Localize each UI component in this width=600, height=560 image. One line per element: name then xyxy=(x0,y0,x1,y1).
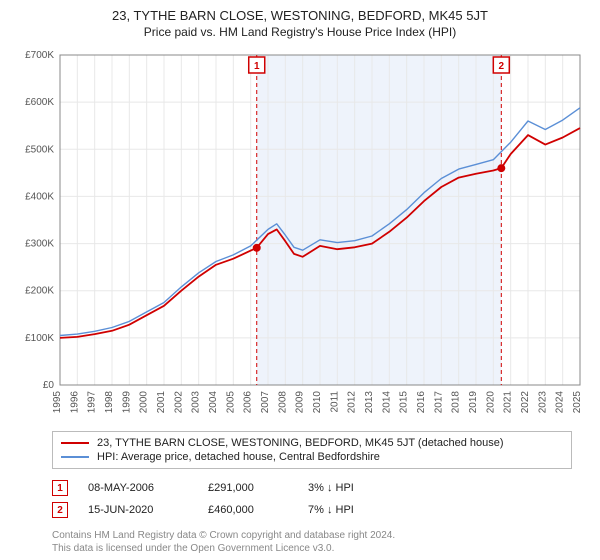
chart-subtitle: Price paid vs. HM Land Registry's House … xyxy=(12,25,588,39)
event-row: 1 08-MAY-2006 £291,000 3% ↓ HPI xyxy=(52,477,588,499)
svg-text:1996: 1996 xyxy=(69,391,80,414)
event-marker-icon: 2 xyxy=(52,502,68,518)
chart-title: 23, TYTHE BARN CLOSE, WESTONING, BEDFORD… xyxy=(12,8,588,23)
svg-text:£200K: £200K xyxy=(25,286,54,297)
svg-text:2004: 2004 xyxy=(208,391,219,414)
svg-text:1997: 1997 xyxy=(87,391,98,414)
svg-text:2006: 2006 xyxy=(243,391,254,414)
events-table: 1 08-MAY-2006 £291,000 3% ↓ HPI 2 15-JUN… xyxy=(52,477,588,521)
event-pct: 3% ↓ HPI xyxy=(308,482,398,494)
svg-text:2014: 2014 xyxy=(381,391,392,414)
svg-text:£500K: £500K xyxy=(25,144,54,155)
event-price: £291,000 xyxy=(208,482,288,494)
event-date: 08-MAY-2006 xyxy=(88,482,188,494)
chart-container: 23, TYTHE BARN CLOSE, WESTONING, BEDFORD… xyxy=(0,0,600,560)
svg-text:£0: £0 xyxy=(43,380,55,391)
svg-text:1999: 1999 xyxy=(121,391,132,414)
svg-text:£600K: £600K xyxy=(25,97,54,108)
svg-text:2002: 2002 xyxy=(173,391,184,414)
svg-text:2005: 2005 xyxy=(225,391,236,414)
svg-text:2: 2 xyxy=(499,61,505,72)
svg-text:2021: 2021 xyxy=(503,391,514,414)
svg-text:2015: 2015 xyxy=(399,391,410,414)
svg-text:2000: 2000 xyxy=(139,391,150,414)
footer-line: This data is licensed under the Open Gov… xyxy=(52,542,588,555)
svg-text:2016: 2016 xyxy=(416,391,427,414)
legend-label: HPI: Average price, detached house, Cent… xyxy=(97,451,380,463)
svg-text:2007: 2007 xyxy=(260,391,271,414)
svg-text:2020: 2020 xyxy=(485,391,496,414)
svg-text:2017: 2017 xyxy=(433,391,444,414)
svg-text:£400K: £400K xyxy=(25,191,54,202)
legend: 23, TYTHE BARN CLOSE, WESTONING, BEDFORD… xyxy=(52,431,572,469)
event-marker-icon: 1 xyxy=(52,480,68,496)
svg-text:2025: 2025 xyxy=(572,391,583,414)
chart-svg: £0 £100K £200K £300K £400K £500K £600K £700K 199… xyxy=(12,45,588,425)
svg-text:1: 1 xyxy=(254,61,260,72)
legend-item: HPI: Average price, detached house, Cent… xyxy=(61,450,563,464)
svg-text:1995: 1995 xyxy=(52,391,63,414)
svg-text:£700K: £700K xyxy=(25,50,54,61)
svg-text:2022: 2022 xyxy=(520,391,531,414)
svg-text:2008: 2008 xyxy=(277,391,288,414)
svg-text:2003: 2003 xyxy=(191,391,202,414)
svg-text:2018: 2018 xyxy=(451,391,462,414)
event-pct: 7% ↓ HPI xyxy=(308,504,398,516)
svg-text:2001: 2001 xyxy=(156,391,167,414)
chart-area: £0 £100K £200K £300K £400K £500K £600K £700K 199… xyxy=(12,45,588,425)
legend-swatch-property xyxy=(61,442,89,444)
event-date: 15-JUN-2020 xyxy=(88,504,188,516)
svg-text:£100K: £100K xyxy=(25,333,54,344)
svg-text:£300K: £300K xyxy=(25,239,54,250)
legend-label: 23, TYTHE BARN CLOSE, WESTONING, BEDFORD… xyxy=(97,437,504,449)
event-price: £460,000 xyxy=(208,504,288,516)
svg-text:2012: 2012 xyxy=(347,391,358,414)
event-row: 2 15-JUN-2020 £460,000 7% ↓ HPI xyxy=(52,499,588,521)
footer-line: Contains HM Land Registry data © Crown c… xyxy=(52,529,588,542)
svg-text:2013: 2013 xyxy=(364,391,375,414)
legend-item: 23, TYTHE BARN CLOSE, WESTONING, BEDFORD… xyxy=(61,436,563,450)
svg-text:2010: 2010 xyxy=(312,391,323,414)
svg-text:2011: 2011 xyxy=(329,391,340,413)
svg-text:2023: 2023 xyxy=(537,391,548,414)
legend-swatch-hpi xyxy=(61,456,89,458)
footer-attribution: Contains HM Land Registry data © Crown c… xyxy=(52,529,588,555)
svg-text:1998: 1998 xyxy=(104,391,115,414)
svg-text:2024: 2024 xyxy=(555,391,566,414)
svg-text:2019: 2019 xyxy=(468,391,479,414)
svg-text:2009: 2009 xyxy=(295,391,306,414)
